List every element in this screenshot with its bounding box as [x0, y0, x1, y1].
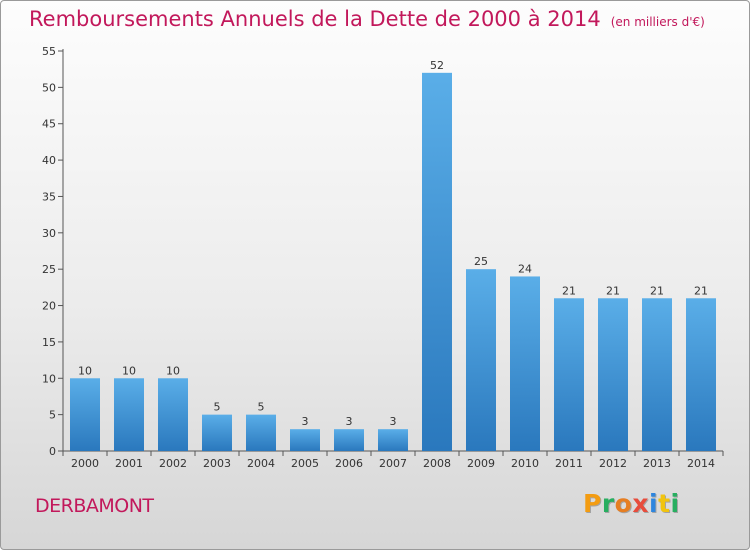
x-tick-label: 2005 [291, 457, 319, 470]
x-tick-label: 2014 [687, 457, 715, 470]
y-tick-label: 50 [42, 81, 56, 94]
bar [378, 429, 408, 451]
x-tick-label: 2004 [247, 457, 275, 470]
bar [334, 429, 364, 451]
bar [642, 298, 672, 451]
bar [70, 378, 100, 451]
x-tick-label: 2007 [379, 457, 407, 470]
x-tick-label: 2003 [203, 457, 231, 470]
bar [114, 378, 144, 451]
commune-name: DERBAMONT [35, 495, 154, 517]
bar [202, 414, 232, 451]
bar-value-label: 24 [518, 262, 532, 275]
y-tick-label: 55 [42, 45, 56, 58]
bar [686, 298, 716, 451]
bar-value-label: 10 [78, 364, 92, 377]
chart-unit: (en milliers d'€) [610, 15, 705, 29]
y-tick-label: 35 [42, 190, 56, 203]
bar-value-label: 5 [258, 401, 265, 414]
x-tick-label: 2001 [115, 457, 143, 470]
bar-value-label: 3 [302, 415, 309, 428]
bar [598, 298, 628, 451]
x-tick-label: 2006 [335, 457, 363, 470]
y-tick-label: 45 [42, 118, 56, 131]
bar-value-label: 3 [346, 415, 353, 428]
bar [466, 269, 496, 451]
chart-bars [70, 72, 716, 452]
bar [554, 298, 584, 451]
y-tick-label: 15 [42, 336, 56, 349]
y-tick-label: 0 [49, 445, 56, 458]
chart-title-text: Remboursements Annuels de la Dette de 20… [29, 7, 601, 31]
x-tick-label: 2000 [71, 457, 99, 470]
x-tick-label: 2002 [159, 457, 187, 470]
proxiti-logo: Proxiti [583, 489, 680, 518]
bar [422, 72, 452, 452]
bar-value-label: 21 [650, 284, 664, 297]
chart-title: Remboursements Annuels de la Dette de 20… [29, 7, 705, 31]
bar-value-label: 21 [694, 284, 708, 297]
bar-value-label: 10 [122, 364, 136, 377]
x-tick-label: 2009 [467, 457, 495, 470]
bar [158, 378, 188, 451]
bar [510, 276, 540, 451]
chart-value-labels: 10 10 10 5 5 3 3 3 52 25 24 21 21 21 21 [78, 59, 708, 428]
y-tick-label: 40 [42, 154, 56, 167]
bar-value-label: 21 [606, 284, 620, 297]
y-tick-label: 5 [49, 409, 56, 422]
x-tick-label: 2012 [599, 457, 627, 470]
x-tick-label: 2008 [423, 457, 451, 470]
y-tick-label: 30 [42, 227, 56, 240]
bar-value-label: 10 [166, 364, 180, 377]
bar-value-label: 52 [430, 59, 444, 72]
logo-letter: t [658, 489, 671, 518]
logo-letter: o [614, 489, 633, 518]
y-tick-label: 25 [42, 263, 56, 276]
logo-letter: i [649, 489, 659, 518]
logo-letter: x [632, 489, 649, 518]
bar-value-label: 3 [390, 415, 397, 428]
logo-letter: P [583, 489, 602, 518]
bar-value-label: 25 [474, 255, 488, 268]
bar [246, 414, 276, 451]
logo-letter: i [670, 489, 680, 518]
x-tick-label: 2013 [643, 457, 671, 470]
x-tick-label: 2010 [511, 457, 539, 470]
y-tick-label: 10 [42, 372, 56, 385]
bar-value-label: 21 [562, 284, 576, 297]
y-tick-label: 20 [42, 300, 56, 313]
x-tick-label: 2011 [555, 457, 583, 470]
bar-value-label: 5 [214, 401, 221, 414]
logo-letter: r [601, 489, 615, 518]
bar [290, 429, 320, 451]
